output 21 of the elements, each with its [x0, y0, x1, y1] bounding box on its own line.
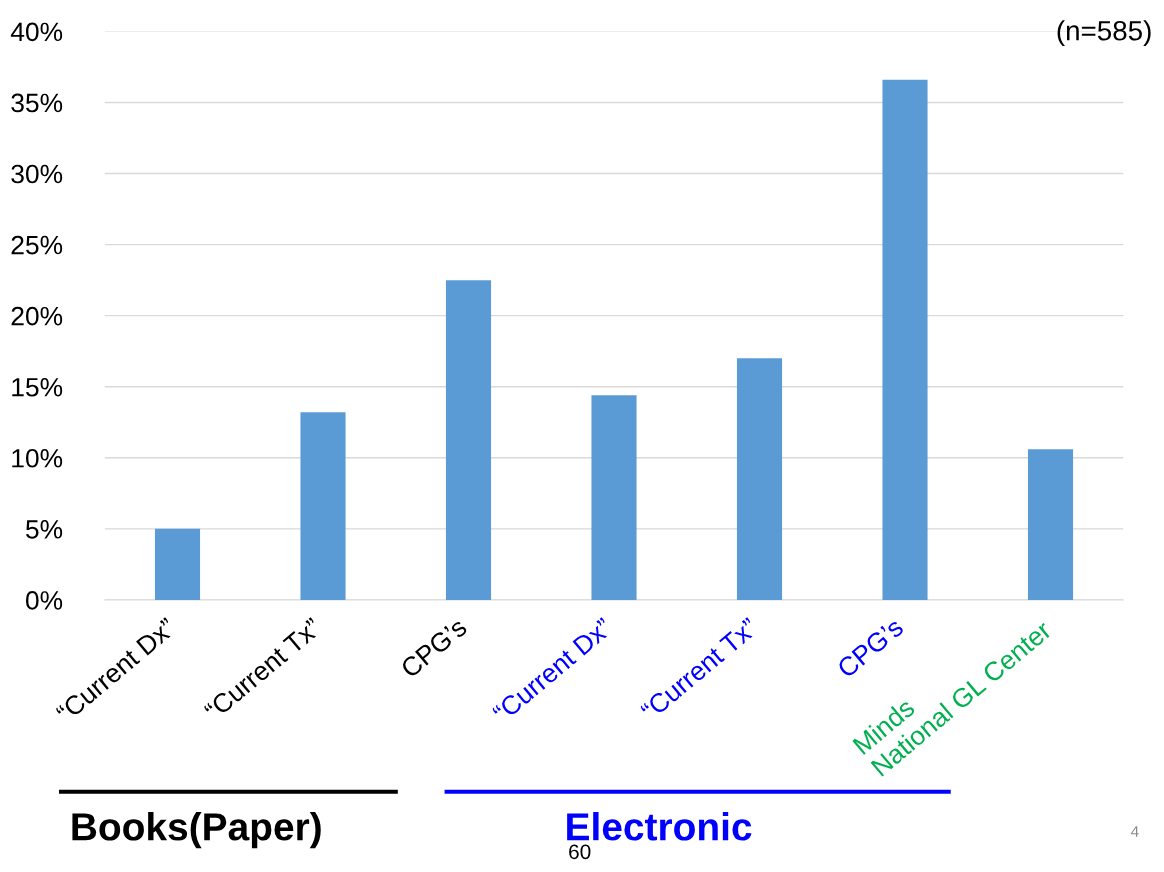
y-tick-label: 10%: [12, 448, 63, 468]
bar: [445, 280, 492, 600]
y-tick-label: 25%: [11, 235, 63, 255]
y-tick-label: 0%: [25, 591, 63, 610]
bar: [1027, 449, 1074, 600]
y-tick-label: 5%: [26, 520, 63, 539]
text: 4: [1131, 826, 1139, 837]
text: Electronic: [567, 812, 752, 841]
y-tick-label: 40%: [10, 22, 63, 42]
bar: [300, 412, 346, 600]
bar: [882, 79, 928, 600]
bar: [591, 395, 637, 600]
y-tick-label: 20%: [11, 306, 63, 326]
y-tick-label: 30%: [11, 164, 63, 184]
annotation: (n=585): [1057, 20, 1151, 47]
bar: [154, 528, 201, 600]
bar: [736, 358, 783, 600]
y-tick-label: 35%: [11, 93, 63, 113]
text: 60: [569, 844, 591, 860]
y-tick-label: 15%: [12, 377, 63, 397]
text: Books(Paper): [72, 812, 321, 849]
